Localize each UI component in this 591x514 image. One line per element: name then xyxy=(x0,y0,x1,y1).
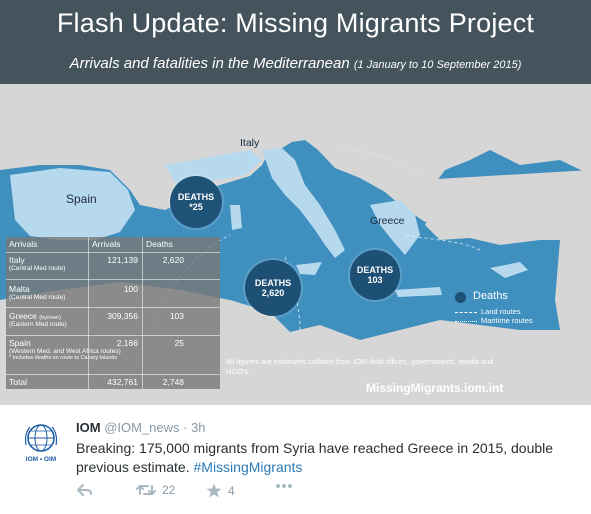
header-deaths: Deaths xyxy=(146,239,173,249)
table-row: Malta (Central Med route) 100 xyxy=(6,279,220,307)
title-band: Flash Update: Missing Migrants Project A… xyxy=(0,0,591,84)
reply-icon xyxy=(77,484,92,496)
author-name[interactable]: IOM xyxy=(76,420,101,435)
bubble-label: DEATHS xyxy=(177,191,215,202)
land-route-line-icon xyxy=(455,312,477,313)
hashtag-link[interactable]: #MissingMigrants xyxy=(193,459,303,475)
subtitle-dates: (1 January to 10 September 2015) xyxy=(353,59,522,71)
retweet-count: 22 xyxy=(162,483,176,497)
bubble-label: DEATHS xyxy=(356,264,394,275)
deaths-bubble-spain: DEATHS *25 xyxy=(170,176,222,228)
iom-logo-avatar[interactable]: IOM • OIM xyxy=(21,421,65,465)
place-label-italy: Italy xyxy=(240,137,260,149)
bubble-value: 103 xyxy=(367,275,383,285)
tweet-author[interactable]: IOM @IOM_news · 3h xyxy=(76,420,206,435)
table-divider xyxy=(142,237,143,389)
deaths-bubble-italy: DEATHS 2,620 xyxy=(245,260,301,316)
row-name: Malta (Central Med route) xyxy=(9,284,66,301)
more-icon xyxy=(276,484,292,488)
row-arrivals: 121,139 xyxy=(107,255,138,265)
tweet-text: Breaking: 175,000 migrants from Syria ha… xyxy=(76,439,576,477)
deaths-bubble-greece: DEATHS 103 xyxy=(350,250,400,300)
row-deaths: 25 xyxy=(174,338,184,348)
legend-maritime-routes: Maritime routes xyxy=(481,316,533,325)
favorite-button[interactable]: 4 xyxy=(206,483,235,498)
header-arrivals: Arrivals xyxy=(92,239,121,249)
row-arrivals: 100 xyxy=(123,284,138,294)
arrivals-deaths-table: Arrivals Arrivals Deaths Italy (Central M… xyxy=(6,237,220,389)
legend-title: Deaths xyxy=(473,290,508,302)
infographic-title: Flash Update: Missing Migrants Project xyxy=(56,8,535,38)
row-name: Italy (Central Med route) xyxy=(9,255,66,272)
row-arrivals: 309,356 xyxy=(107,311,138,321)
retweet-button[interactable]: 22 xyxy=(136,483,175,497)
table-header-row: Arrivals Arrivals Deaths xyxy=(6,237,220,251)
row-arrivals: 2,166 xyxy=(116,338,138,348)
tweet: IOM • OIM IOM @IOM_news · 3h Breaking: 1… xyxy=(0,405,591,514)
star-icon xyxy=(206,483,222,498)
favorite-count: 4 xyxy=(228,483,235,498)
infographic-footnote: All figures are estimates collated from … xyxy=(226,357,494,376)
subtitle-text: Arrivals and fatalities in the Mediterra… xyxy=(69,55,350,72)
row-name: Greece (by/over) (Eastern Med route) xyxy=(9,311,67,328)
reply-button[interactable] xyxy=(76,483,93,497)
infographic-subtitle: Arrivals and fatalities in the Mediterra… xyxy=(0,55,591,72)
table-row: Greece (by/over) (Eastern Med route) 309,… xyxy=(6,307,220,335)
more-button[interactable] xyxy=(275,483,293,489)
site-url: MissingMigrants.iom.int xyxy=(366,381,504,395)
row-deaths: 2,620 xyxy=(162,255,184,265)
bubble-value: *25 xyxy=(189,202,203,212)
deaths-dot-icon xyxy=(455,292,466,303)
maritime-route-line-icon xyxy=(455,321,477,322)
bubble-value: 2,620 xyxy=(261,288,285,298)
retweet-icon xyxy=(136,485,156,495)
tweet-body: Breaking: 175,000 migrants from Syria ha… xyxy=(76,440,554,475)
total-deaths: 2,748 xyxy=(162,377,184,387)
table-divider xyxy=(88,237,89,389)
bubble-label: DEATHS xyxy=(254,277,292,288)
row-deaths: 103 xyxy=(169,311,184,321)
avatar-label: IOM • OIM xyxy=(26,456,56,463)
table-total-row: Total 432,761 2,748 xyxy=(6,374,220,390)
tweet-time[interactable]: · 3h xyxy=(183,420,206,435)
author-handle[interactable]: @IOM_news xyxy=(104,420,180,435)
header-arrivals-region: Arrivals xyxy=(9,239,38,249)
place-label-spain: Spain xyxy=(66,192,97,206)
place-label-greece: Greece xyxy=(370,215,405,227)
row-name: Spain (Western Med. and West Africa route… xyxy=(9,338,121,361)
table-row: Italy (Central Med route) 121,139 2,620 xyxy=(6,252,220,279)
infographic-image[interactable]: Flash Update: Missing Migrants Project A… xyxy=(0,0,591,405)
total-label: Total xyxy=(9,377,27,387)
tweet-actions: 22 4 xyxy=(76,483,376,499)
legend-land-routes: Land routes xyxy=(481,307,521,316)
table-row: Spain (Western Med. and West Africa route… xyxy=(6,335,220,372)
total-arrivals: 432,761 xyxy=(107,377,138,387)
